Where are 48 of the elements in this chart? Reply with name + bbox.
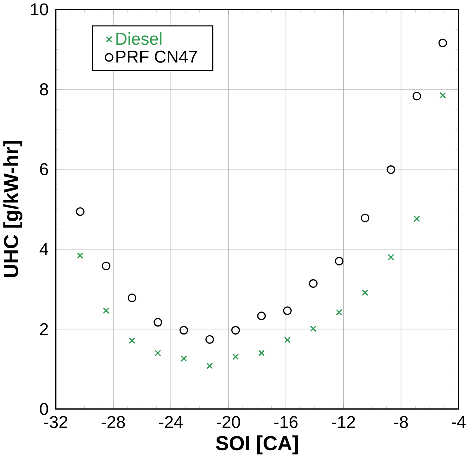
point — [206, 362, 214, 370]
point — [412, 92, 422, 101]
point — [336, 309, 343, 316]
point — [128, 294, 137, 302]
point — [362, 290, 369, 296]
point — [129, 338, 136, 344]
point — [388, 254, 394, 261]
point — [154, 350, 162, 356]
point — [258, 350, 265, 356]
x-axis-title: SOI [CA] — [216, 436, 298, 455]
x-tick-label: -24 — [159, 416, 183, 428]
x-tick-label: -8 — [394, 416, 408, 428]
point — [102, 262, 111, 270]
point — [154, 318, 162, 327]
point — [386, 165, 396, 174]
point — [231, 326, 240, 335]
point — [310, 326, 317, 332]
point — [180, 326, 188, 335]
point — [360, 214, 370, 222]
x-tick-label: -32 — [44, 416, 68, 428]
point — [180, 356, 188, 362]
point — [309, 279, 318, 288]
point — [284, 336, 291, 344]
x-tick-label: -12 — [332, 416, 356, 428]
x-tick-label: -28 — [102, 416, 126, 428]
x-tick-label: -16 — [274, 416, 298, 428]
y-tick-label: 6 — [40, 163, 48, 176]
y-tick-label: 4 — [40, 243, 48, 256]
y-tick-label: 8 — [40, 83, 48, 96]
y-axis-title: UHC [g/kW-hr] — [4, 141, 23, 278]
point — [283, 306, 292, 316]
point — [438, 38, 448, 48]
point — [335, 256, 344, 266]
point — [232, 354, 240, 360]
x-tick-label: -20 — [217, 416, 240, 428]
point — [440, 92, 446, 99]
legend-label: Diesel — [116, 32, 162, 46]
point — [414, 216, 420, 222]
y-tick-label: 2 — [40, 323, 48, 336]
point — [77, 252, 84, 259]
legend-label: PRF CN47 — [116, 50, 198, 63]
y-tick-label: 10 — [31, 3, 48, 16]
point — [76, 207, 85, 216]
point — [257, 312, 266, 320]
x-tick-label: -4 — [452, 416, 466, 428]
point — [103, 308, 110, 314]
y-tick-label: 0 — [40, 403, 48, 416]
point — [206, 335, 214, 344]
